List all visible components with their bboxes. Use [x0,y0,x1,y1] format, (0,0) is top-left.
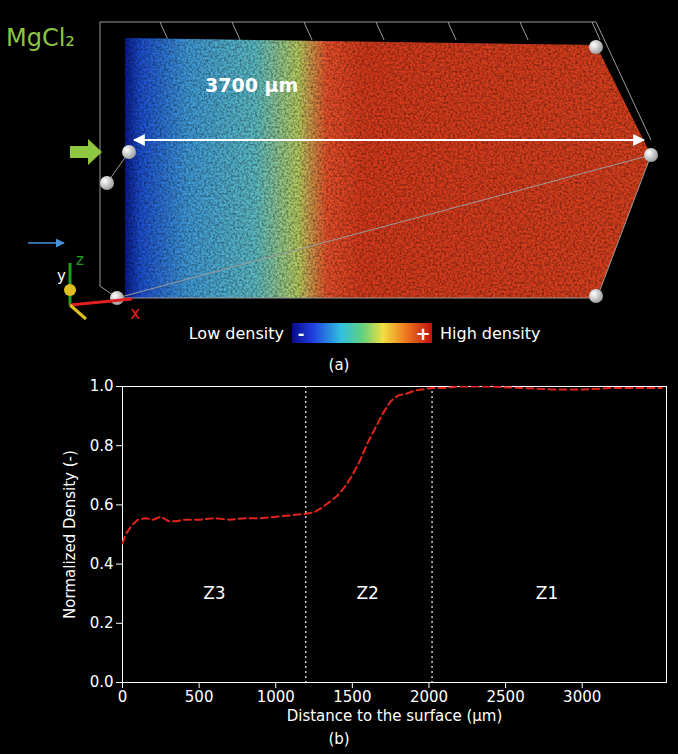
svg-text:2500: 2500 [487,688,525,706]
svg-text:0.0: 0.0 [90,673,114,691]
svg-text:500: 500 [185,688,214,706]
svg-text:(a): (a) [329,356,350,374]
svg-text:0.6: 0.6 [90,496,114,514]
svg-text:0.2: 0.2 [90,614,114,632]
svg-text:0: 0 [118,688,128,706]
svg-text:Z2: Z2 [356,583,378,603]
html-text:(b): (b) [328,730,350,748]
svg-text:Normalized Density (-): Normalized Density (-) [61,450,79,619]
svg-text:1500: 1500 [333,688,371,706]
svg-text:Distance to the surface (μm): Distance to the surface (μm) [287,707,503,725]
svg-text:3000: 3000 [563,688,601,706]
svg-text:1000: 1000 [257,688,295,706]
svg-text:High density: High density [440,324,541,343]
svg-text:0.8: 0.8 [90,437,114,455]
svg-text:Low density: Low density [189,324,284,343]
svg-text:Z1: Z1 [536,583,558,603]
svg-text:y: y [57,267,66,285]
svg-text:3700 µm: 3700 µm [205,74,298,96]
svg-text:Z3: Z3 [203,583,225,603]
svg-text:1.0: 1.0 [90,377,114,395]
svg-text:-: - [298,324,305,343]
svg-text:x: x [130,303,140,323]
svg-text:MgCl₂: MgCl₂ [6,24,75,52]
svg-text:2000: 2000 [410,688,448,706]
svg-text:+: + [415,323,430,344]
svg-text:z: z [76,251,84,269]
svg-text:0.4: 0.4 [90,555,114,573]
